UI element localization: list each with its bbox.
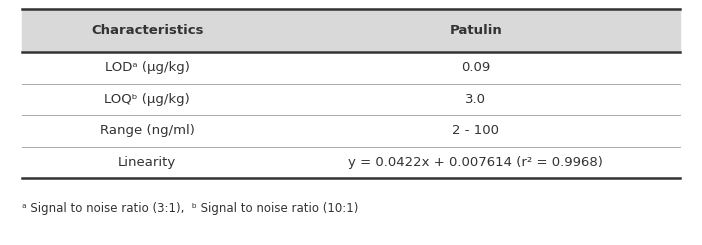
- Text: LOQᵇ (μg/kg): LOQᵇ (μg/kg): [105, 93, 190, 106]
- Bar: [22, 147, 680, 178]
- Text: Linearity: Linearity: [118, 156, 176, 169]
- Bar: [22, 84, 680, 115]
- Bar: [22, 9, 680, 52]
- Text: 2 - 100: 2 - 100: [452, 124, 499, 137]
- Text: Range (ng/ml): Range (ng/ml): [100, 124, 194, 137]
- Bar: [22, 52, 680, 84]
- Text: ᵃ Signal to noise ratio (3:1),  ᵇ Signal to noise ratio (10:1): ᵃ Signal to noise ratio (3:1), ᵇ Signal …: [22, 202, 359, 215]
- Bar: [22, 115, 680, 147]
- Text: Patulin: Patulin: [449, 24, 502, 37]
- Text: Characteristics: Characteristics: [91, 24, 204, 37]
- Text: 0.09: 0.09: [461, 61, 491, 74]
- Text: LODᵃ (μg/kg): LODᵃ (μg/kg): [105, 61, 190, 74]
- Text: y = 0.0422x + 0.007614 (r² = 0.9968): y = 0.0422x + 0.007614 (r² = 0.9968): [348, 156, 603, 169]
- Text: 3.0: 3.0: [465, 93, 486, 106]
